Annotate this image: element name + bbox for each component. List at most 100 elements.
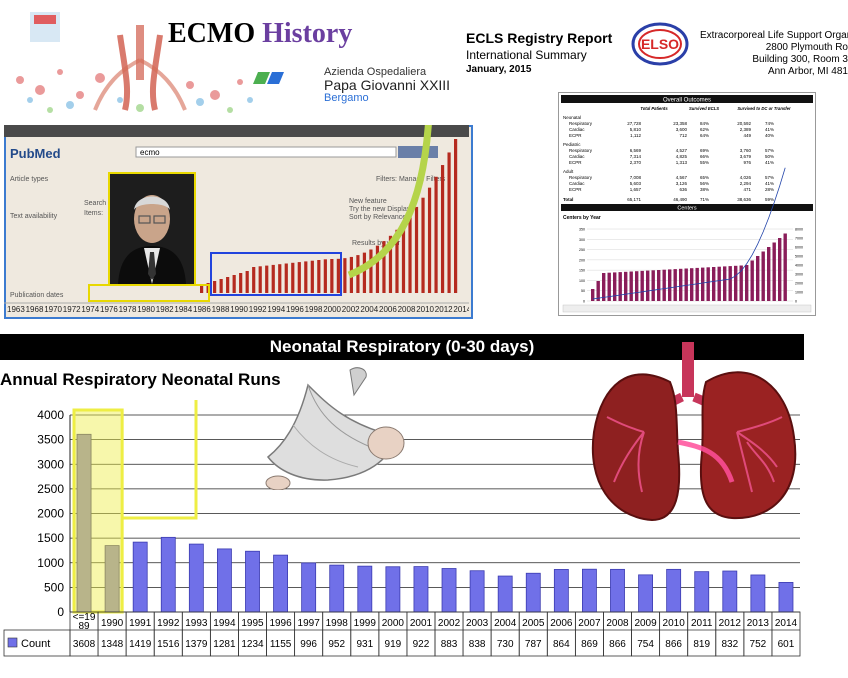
mini-y2-tick: 0 [795,300,797,304]
pubmed-year-label: 1986 [193,305,211,314]
table-value: 23,358 [673,121,687,126]
mini-bar [767,247,771,301]
legend-label: Count [21,638,50,650]
pubmed-year-label: 1963 [7,305,25,314]
pubmed-year-label: 2000 [323,305,341,314]
mini-bar [756,256,760,301]
elso-logo-icon: ELSO [631,22,689,66]
table-value: 712 [679,133,687,138]
column-header: Survived to DC or Transfer [737,106,791,111]
annual-runs-chart: 0 500 1000 1500 2000 2500 3000 3500 4000 Count <=1… [3,400,801,657]
table-value: 84% [700,121,709,126]
data-label: 787 [525,639,542,650]
mini-bar [734,265,738,301]
table-cell [771,611,801,657]
y-tick-label: 0 [57,605,64,619]
table-value: 57% [765,175,774,180]
growth-arrow [347,125,432,279]
data-label: 819 [693,639,710,650]
table-header: Overall Outcomes [663,98,711,104]
mini-bar [673,269,677,301]
x-tick-label: 2009 [634,618,657,629]
pubmed-year-label: 1976 [100,305,118,314]
mini-y2-tick: 8000 [795,228,803,232]
table-value: 4,825 [676,154,688,159]
table-value: 471 [743,187,751,192]
bar [497,575,513,613]
mini-table-strip [562,304,812,313]
table-value: 74% [765,121,774,126]
x-tick-label: 2002 [438,618,461,629]
pubmed-year-label: 2010 [416,305,434,314]
browser-bar [4,125,469,137]
pubmed-text: Results by year [352,240,401,247]
pubmed-year-label: 2008 [398,305,416,314]
x-tick-label: 2008 [606,618,629,629]
table-value: 2,294 [740,181,752,186]
centers-title: Centers by Year [563,215,601,221]
pubmed-year-label: 1974 [81,305,99,314]
pubmed-text: Text availability [10,213,58,220]
pubmed-bar [291,262,295,293]
pubmed-bar [330,259,334,293]
table-value: 5,810 [630,127,642,132]
bar [357,565,373,613]
centers-header: Centers [677,206,697,212]
pubmed-bar [304,261,308,293]
x-tick-label: 2007 [578,618,601,629]
table-value: 41% [765,127,774,132]
pubmed-bar [388,235,393,293]
portrait-photo [108,172,196,286]
mini-bar [591,289,595,301]
mini-bar [668,269,672,301]
bar [413,566,429,613]
bar [582,568,597,613]
bar [385,566,401,613]
table-value: 62% [700,127,709,132]
bar [638,574,653,613]
pubmed-year-label: 2014 [453,305,469,314]
x-tick-label: 1994 [213,618,236,629]
total-value: 38,636 [737,197,751,202]
x-tick-label: 2011 [691,618,713,629]
y-tick-label: 1500 [37,531,64,545]
bar [188,543,204,613]
mini-bar [750,260,754,301]
pubmed-bar [323,259,327,293]
pubmed-bar [454,139,458,293]
mini-bar [640,270,644,301]
pubmed-results-chart: PubMed ecmo Article types Search Items: Text … [4,125,469,314]
total-value: 59% [765,197,774,202]
x-tick-label: 2010 [663,618,686,629]
pubmed-year-label: 1980 [137,305,155,314]
column-header: Survived ECLS [689,106,719,111]
table-value: 5,603 [630,181,642,186]
pubmed-year-label: 2002 [342,305,360,314]
data-label: 866 [665,639,682,650]
table-value: 4,026 [740,175,752,180]
pubmed-year-label: 1992 [249,305,267,314]
row-label: ECPR [569,160,582,165]
pubmed-year-label: 2004 [360,305,378,314]
data-label: 1348 [101,639,124,650]
mini-y2-tick: 6000 [795,246,803,250]
row-label: ECPR [569,133,582,138]
bar [329,564,345,613]
mini-bar [684,268,688,301]
x-tick-label: 2013 [747,618,770,629]
bar [273,554,288,613]
mini-y2-tick: 3000 [795,273,803,277]
mini-y-tick: 100 [579,279,585,283]
org-line: Ann Arbor, MI 481 [767,66,848,77]
pubmed-logo: PubMed [10,146,61,161]
section-label: Pediatric [563,142,581,147]
data-label: 1281 [213,639,236,650]
x-tick-label: 1993 [185,618,208,629]
title-ecmo: ECMO [168,18,256,49]
bar [104,545,120,613]
mini-bar [745,265,749,301]
pubmed-bar [200,285,204,293]
organization-address: Extracorporeal Life Support Organiza 280… [700,30,848,78]
mini-bar [624,271,628,301]
mini-y2-tick: 7000 [795,237,803,241]
